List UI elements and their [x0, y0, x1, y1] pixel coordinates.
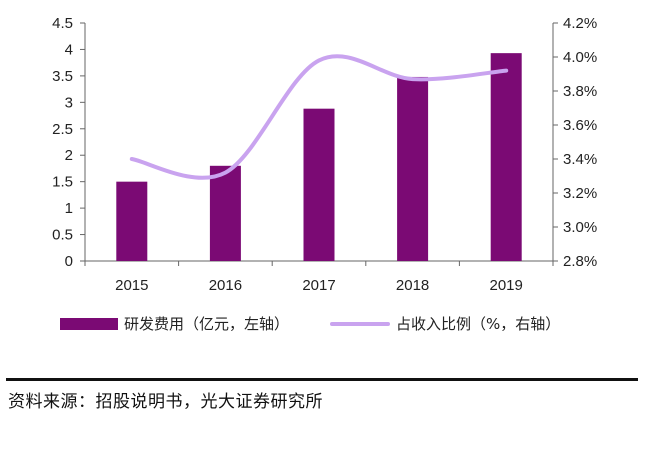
legend-line-swatch — [330, 321, 390, 326]
y-left-tick-label: 4 — [65, 41, 73, 58]
y-right-tick-label: 4.2% — [563, 15, 597, 32]
tick-labels: 0 0.5 1 1.5 2 2.5 3 3.5 4 4.5 2.8% 3.0% 3.2% 3.4% 3.6%… — [52, 15, 597, 294]
y-left-tick-label: 0 — [65, 253, 73, 270]
chart: 0 0.5 1 1.5 2 2.5 3 3.5 4 4.5 2.8% 3.0% 3.2% 3.4% 3.6%… — [52, 15, 597, 294]
legend-bar-swatch — [60, 317, 118, 330]
y-left-tick-label: 2 — [65, 147, 73, 164]
x-tick-label: 2018 — [396, 277, 429, 294]
y-left-tick-label: 1 — [65, 200, 73, 217]
line-path — [129, 54, 509, 180]
y-left-tick-label: 3.5 — [52, 68, 73, 85]
legend-item-line: 占收入比例（%，右轴） — [330, 313, 560, 334]
y-left-tick-label: 3 — [65, 94, 73, 111]
bar — [116, 181, 148, 261]
bar — [397, 76, 429, 262]
bar-series — [116, 53, 522, 262]
bar — [303, 108, 335, 262]
y-right-tick-label: 4.0% — [563, 49, 597, 66]
x-tick-label: 2017 — [302, 277, 335, 294]
bar — [490, 53, 522, 261]
y-right-tick-label: 3.2% — [563, 185, 597, 202]
y-left-tick-label: 4.5 — [52, 15, 73, 32]
y-right-tick-label: 3.8% — [563, 83, 597, 100]
line-series — [129, 54, 509, 180]
y-right-tick-label: 3.0% — [563, 219, 597, 236]
x-tick-label: 2019 — [490, 277, 523, 294]
y-right-tick-label: 2.8% — [563, 253, 597, 270]
y-left-tick-label: 1.5 — [52, 174, 73, 191]
y-left-tick-label: 0.5 — [52, 227, 73, 244]
y-right-tick-label: 3.4% — [563, 151, 597, 168]
y-left-tick-label: 2.5 — [52, 121, 73, 138]
x-tick-label: 2015 — [115, 277, 148, 294]
y-right-tick-label: 3.6% — [563, 117, 597, 134]
legend-line-label: 占收入比例（%，右轴） — [396, 315, 561, 333]
source-note: 资料来源：招股说明书，光大证券研究所 — [8, 392, 323, 412]
source-divider — [6, 378, 638, 381]
legend-bar-label: 研发费用（亿元，左轴） — [124, 315, 290, 333]
bar — [209, 165, 241, 261]
x-tick-label: 2016 — [209, 277, 242, 294]
legend: 研发费用（亿元，左轴） 占收入比例（%，右轴） — [0, 313, 660, 343]
legend-item-bar: 研发费用（亿元，左轴） — [60, 313, 289, 334]
